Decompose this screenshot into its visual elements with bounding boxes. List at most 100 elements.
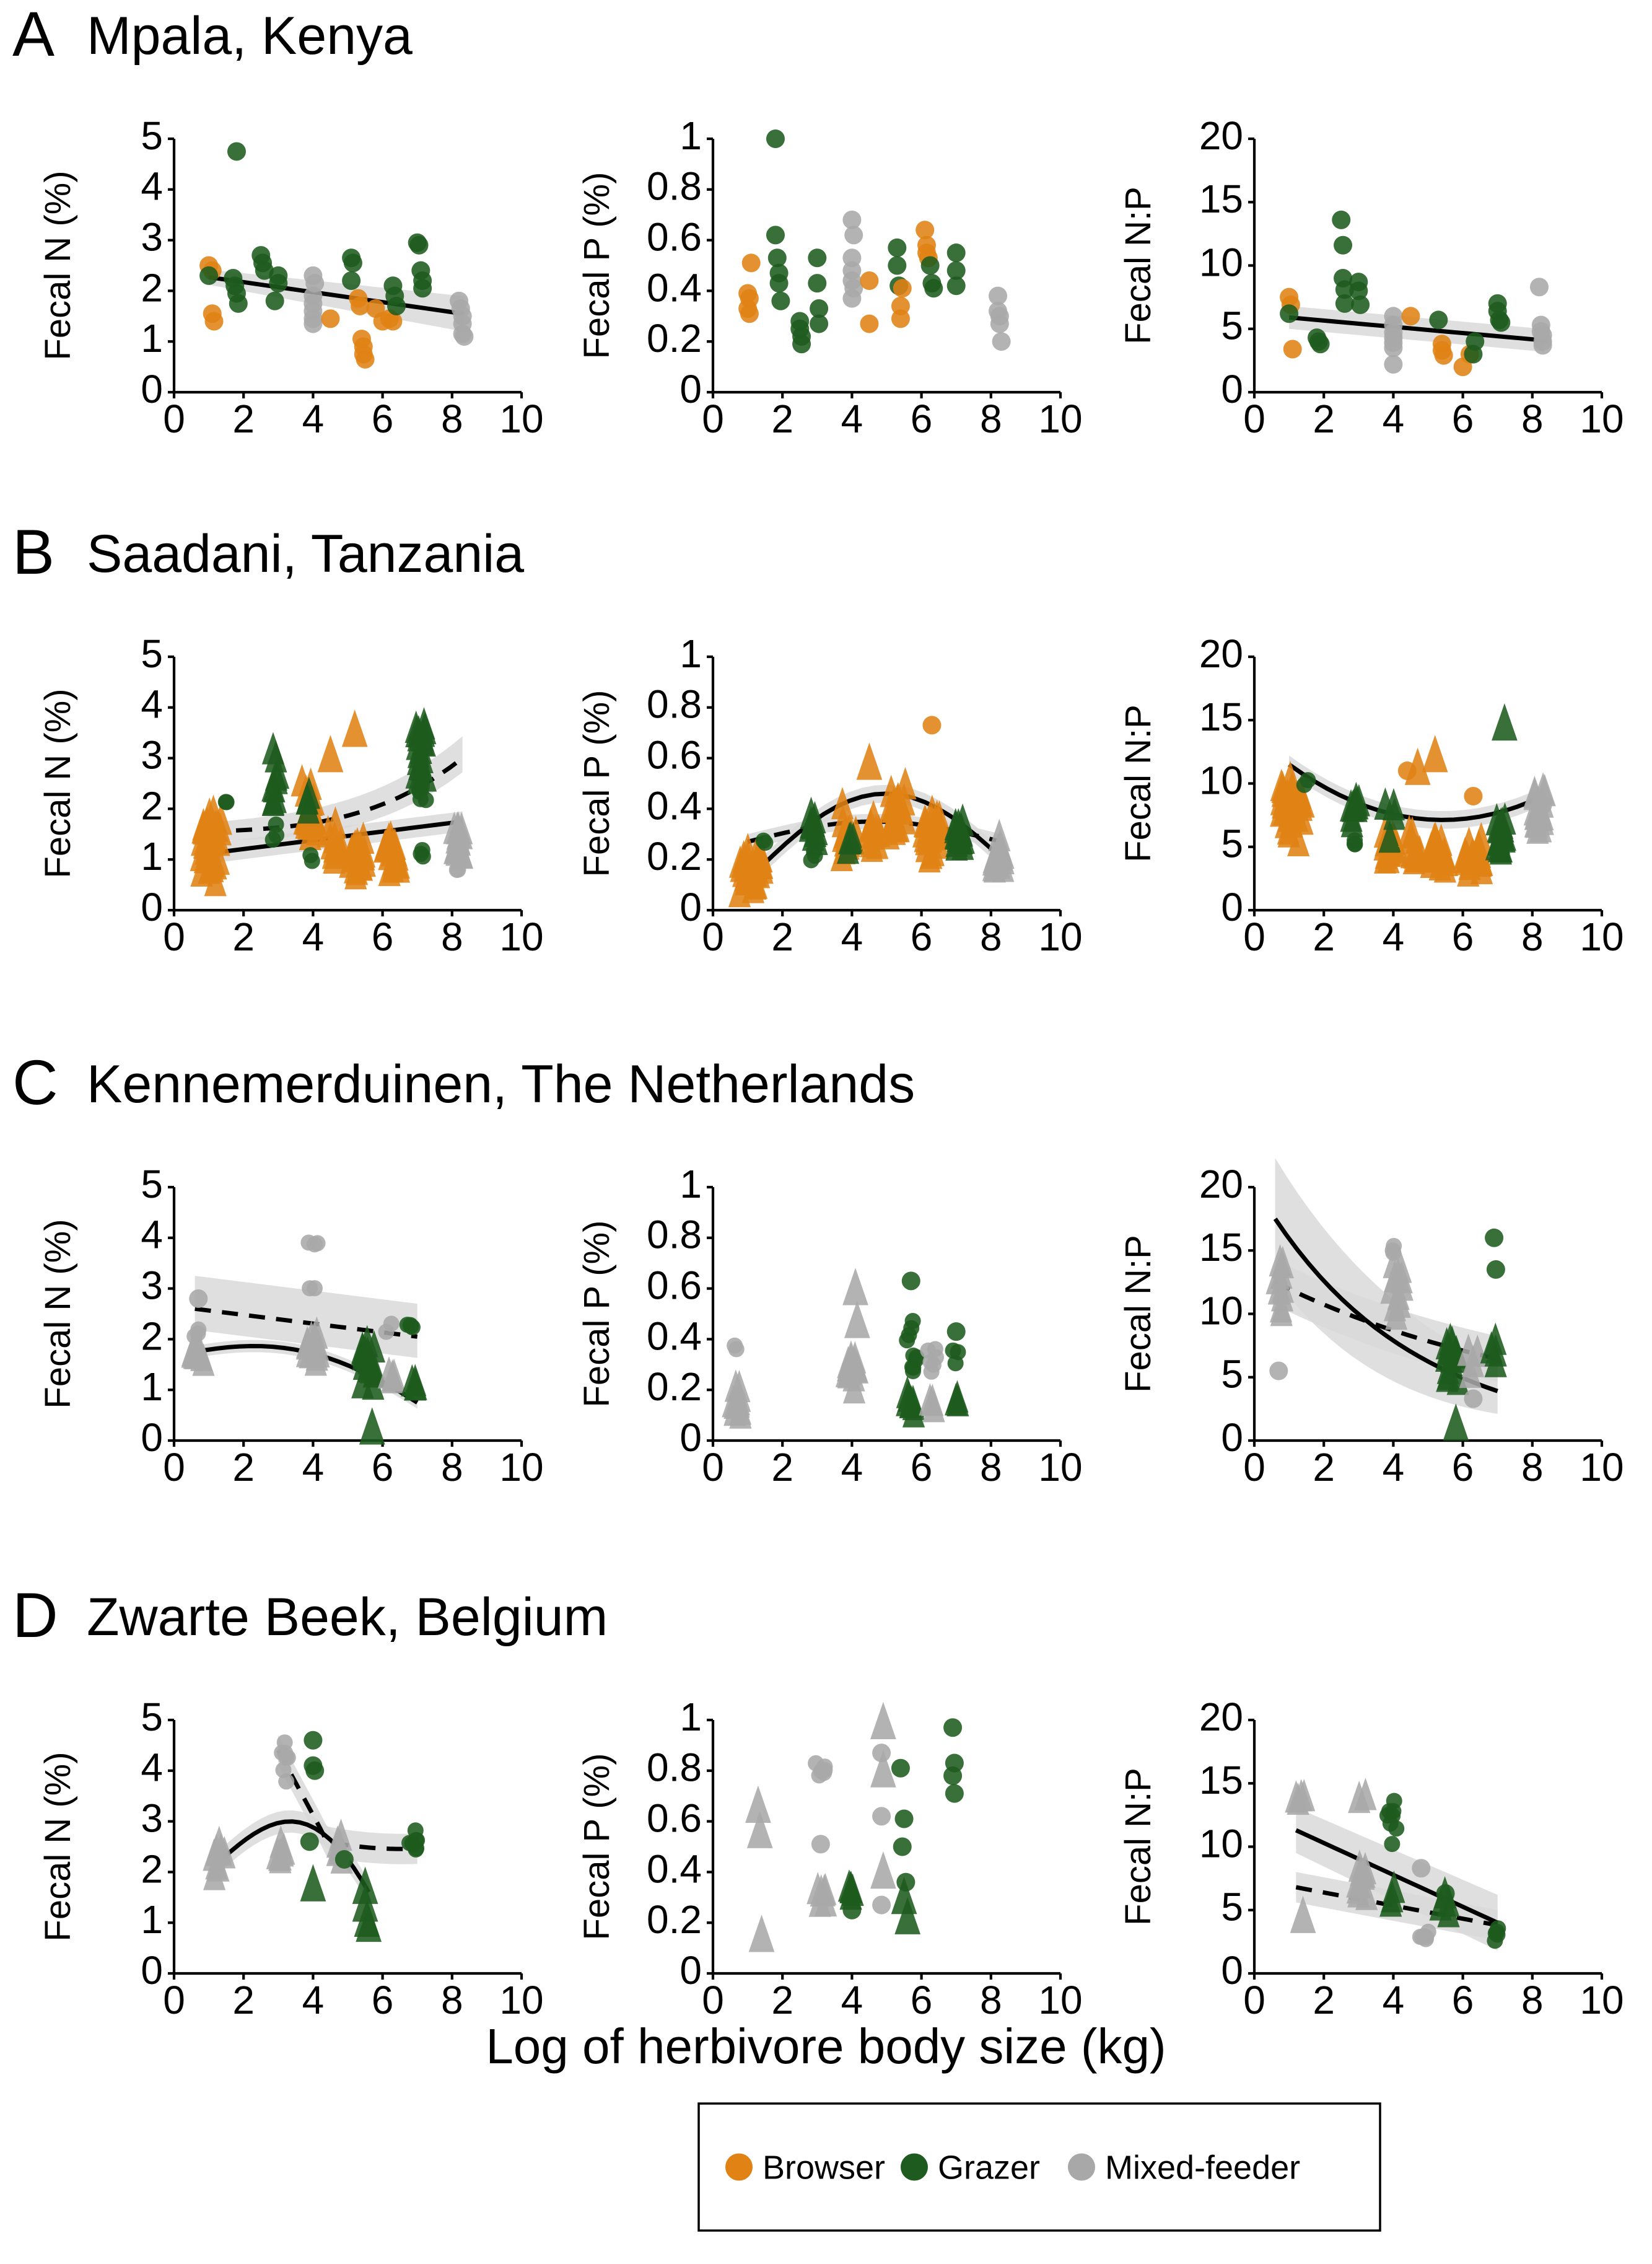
svg-text:Log of herbivore body size (kg: Log of herbivore body size (kg) bbox=[486, 2019, 1166, 2074]
svg-text:20: 20 bbox=[1199, 1162, 1243, 1206]
svg-text:6: 6 bbox=[1452, 915, 1474, 959]
svg-text:4: 4 bbox=[1383, 1978, 1405, 2022]
svg-text:2: 2 bbox=[1313, 397, 1335, 441]
svg-text:10: 10 bbox=[1199, 240, 1243, 284]
svg-text:B: B bbox=[12, 517, 55, 587]
svg-text:Saadani, Tanzania: Saadani, Tanzania bbox=[87, 524, 524, 584]
svg-text:0.4: 0.4 bbox=[647, 783, 702, 828]
svg-text:6: 6 bbox=[1452, 397, 1474, 441]
svg-text:1: 1 bbox=[141, 316, 163, 361]
svg-text:20: 20 bbox=[1199, 113, 1243, 158]
svg-text:10: 10 bbox=[1580, 1978, 1624, 2022]
svg-text:0.6: 0.6 bbox=[647, 733, 702, 778]
svg-text:2: 2 bbox=[141, 783, 163, 828]
svg-text:D: D bbox=[12, 1580, 58, 1651]
svg-text:6: 6 bbox=[911, 1445, 933, 1490]
svg-text:8: 8 bbox=[441, 397, 463, 441]
svg-text:0: 0 bbox=[702, 1445, 724, 1490]
svg-text:4: 4 bbox=[841, 1445, 863, 1490]
svg-text:8: 8 bbox=[441, 915, 463, 959]
svg-text:1: 1 bbox=[680, 631, 702, 676]
svg-text:0: 0 bbox=[163, 915, 185, 959]
svg-text:10: 10 bbox=[499, 915, 543, 959]
svg-text:2: 2 bbox=[1313, 915, 1335, 959]
svg-text:10: 10 bbox=[1580, 1445, 1624, 1490]
svg-text:5: 5 bbox=[141, 1695, 163, 1739]
svg-text:6: 6 bbox=[911, 1978, 933, 2022]
svg-text:4: 4 bbox=[841, 915, 863, 959]
svg-text:4: 4 bbox=[1383, 915, 1405, 959]
svg-text:0: 0 bbox=[163, 1978, 185, 2022]
svg-text:0.6: 0.6 bbox=[647, 215, 702, 260]
svg-text:0.6: 0.6 bbox=[647, 1263, 702, 1308]
svg-text:4: 4 bbox=[1383, 397, 1405, 441]
svg-text:0.8: 0.8 bbox=[647, 1213, 702, 1257]
svg-text:Mixed-feeder: Mixed-feeder bbox=[1105, 2149, 1300, 2187]
svg-text:0.2: 0.2 bbox=[647, 316, 702, 361]
svg-text:0: 0 bbox=[702, 397, 724, 441]
svg-text:0: 0 bbox=[1221, 885, 1243, 929]
svg-text:1: 1 bbox=[680, 1695, 702, 1739]
svg-text:10: 10 bbox=[1580, 915, 1624, 959]
svg-text:3: 3 bbox=[141, 1796, 163, 1841]
svg-text:4: 4 bbox=[141, 682, 163, 727]
svg-text:1: 1 bbox=[680, 1162, 702, 1206]
svg-text:10: 10 bbox=[1580, 397, 1624, 441]
svg-text:Grazer: Grazer bbox=[938, 2149, 1040, 2187]
svg-text:0: 0 bbox=[1243, 1445, 1265, 1490]
svg-text:Fecal N:P: Fecal N:P bbox=[1118, 1235, 1158, 1393]
svg-text:6: 6 bbox=[372, 1445, 394, 1490]
svg-text:8: 8 bbox=[980, 1978, 1002, 2022]
svg-text:6: 6 bbox=[1452, 1445, 1474, 1490]
svg-text:1: 1 bbox=[141, 1897, 163, 1942]
svg-text:2: 2 bbox=[771, 915, 793, 959]
svg-text:0.4: 0.4 bbox=[647, 265, 702, 310]
svg-text:2: 2 bbox=[141, 265, 163, 310]
svg-text:3: 3 bbox=[141, 215, 163, 260]
svg-text:2: 2 bbox=[771, 1445, 793, 1490]
svg-text:5: 5 bbox=[1221, 1352, 1243, 1397]
svg-text:A: A bbox=[12, 0, 55, 69]
svg-text:0: 0 bbox=[1221, 1415, 1243, 1460]
svg-text:4: 4 bbox=[302, 1445, 325, 1490]
svg-text:1: 1 bbox=[141, 834, 163, 879]
svg-text:0.8: 0.8 bbox=[647, 682, 702, 727]
svg-text:2: 2 bbox=[232, 1978, 255, 2022]
svg-text:5: 5 bbox=[1221, 304, 1243, 348]
svg-text:3: 3 bbox=[141, 1263, 163, 1308]
svg-text:10: 10 bbox=[1199, 758, 1243, 802]
svg-text:2: 2 bbox=[1313, 1978, 1335, 2022]
svg-text:15: 15 bbox=[1199, 695, 1243, 739]
svg-text:5: 5 bbox=[1221, 1885, 1243, 1929]
svg-text:10: 10 bbox=[1038, 915, 1082, 959]
svg-text:Fecal N (%): Fecal N (%) bbox=[38, 688, 78, 878]
svg-text:5: 5 bbox=[1221, 822, 1243, 866]
svg-text:4: 4 bbox=[141, 1745, 163, 1790]
svg-text:Fecal P (%): Fecal P (%) bbox=[577, 1221, 617, 1408]
svg-text:0: 0 bbox=[141, 367, 163, 411]
svg-text:0: 0 bbox=[680, 1948, 702, 1993]
svg-text:Fecal N:P: Fecal N:P bbox=[1118, 186, 1158, 344]
svg-text:0: 0 bbox=[141, 885, 163, 929]
svg-text:0: 0 bbox=[702, 1978, 724, 2022]
svg-text:6: 6 bbox=[372, 915, 394, 959]
svg-text:Fecal N:P: Fecal N:P bbox=[1118, 1768, 1158, 1926]
svg-text:15: 15 bbox=[1199, 1758, 1243, 1802]
svg-text:8: 8 bbox=[980, 1445, 1002, 1490]
svg-text:10: 10 bbox=[499, 397, 543, 441]
svg-text:6: 6 bbox=[372, 1978, 394, 2022]
svg-text:4: 4 bbox=[141, 164, 163, 209]
svg-text:0.8: 0.8 bbox=[647, 1745, 702, 1790]
svg-text:5: 5 bbox=[141, 1162, 163, 1206]
svg-text:5: 5 bbox=[141, 113, 163, 158]
svg-text:0.2: 0.2 bbox=[647, 834, 702, 879]
svg-text:Fecal N (%): Fecal N (%) bbox=[38, 1219, 78, 1408]
svg-text:2: 2 bbox=[1313, 1445, 1335, 1490]
svg-text:0.6: 0.6 bbox=[647, 1796, 702, 1841]
svg-text:0: 0 bbox=[1243, 397, 1265, 441]
svg-text:15: 15 bbox=[1199, 177, 1243, 221]
svg-text:8: 8 bbox=[1521, 915, 1544, 959]
svg-text:0: 0 bbox=[1243, 915, 1265, 959]
svg-text:0: 0 bbox=[1221, 367, 1243, 411]
svg-text:2: 2 bbox=[141, 1846, 163, 1891]
